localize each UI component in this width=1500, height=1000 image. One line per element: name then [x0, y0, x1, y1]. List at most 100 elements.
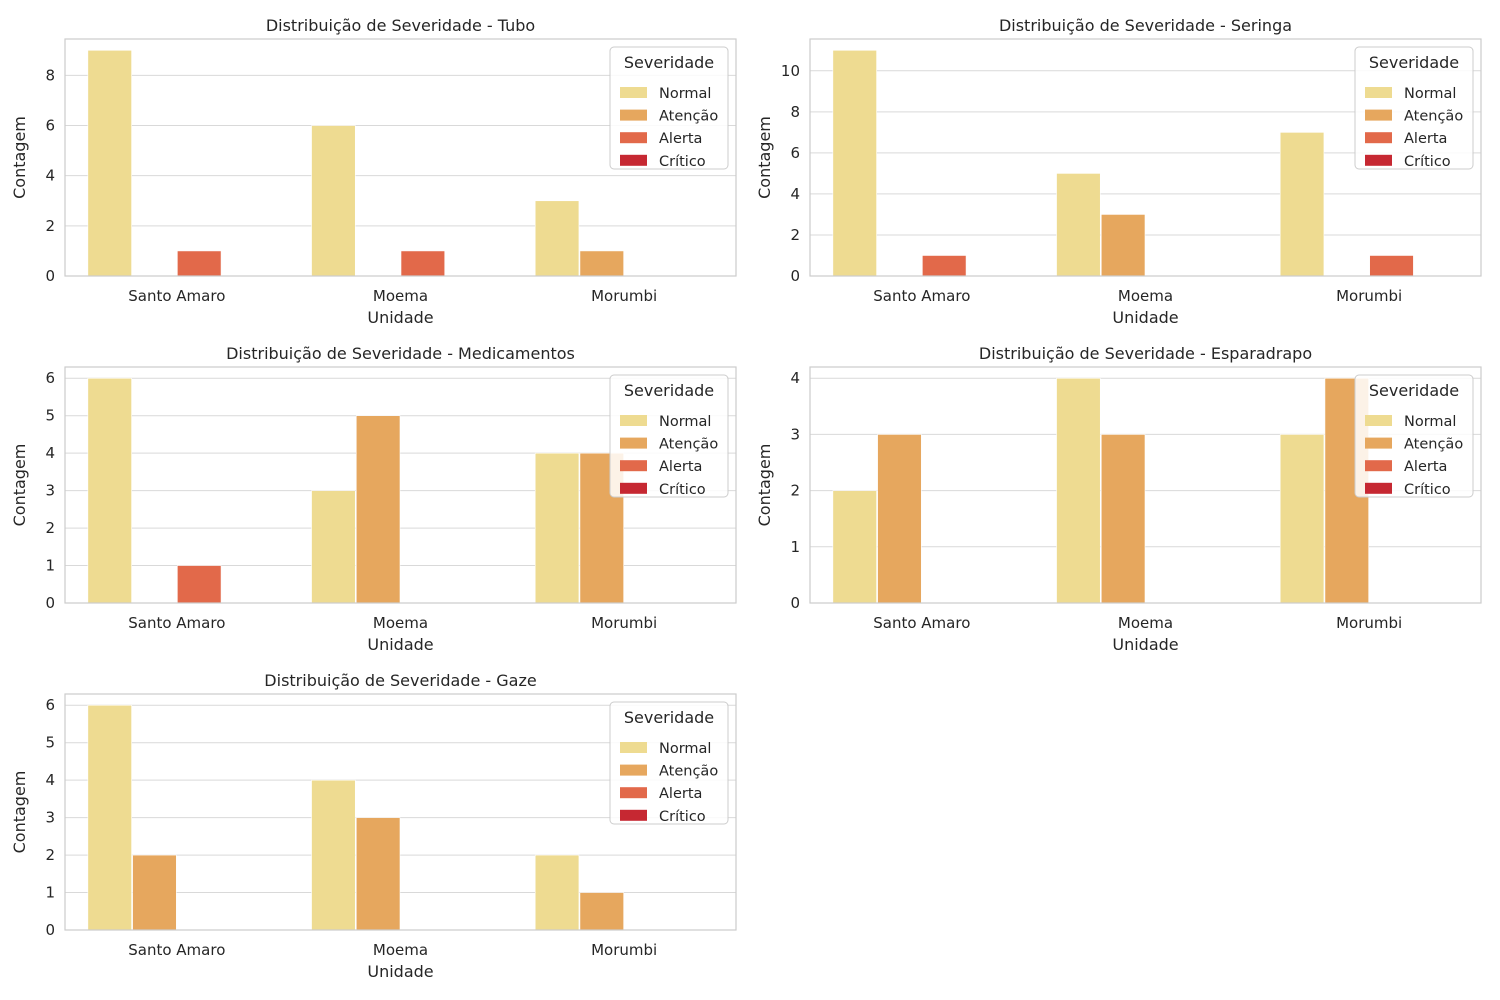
- y-tick-label: 1: [45, 884, 55, 902]
- x-tick-label: Moema: [373, 941, 428, 959]
- y-tick-label: 4: [790, 369, 800, 387]
- y-axis-label: Contagem: [10, 444, 29, 527]
- plot-frame: [64, 38, 737, 277]
- x-axis-label: Unidade: [367, 962, 433, 981]
- bar-atencao-1: [355, 817, 401, 931]
- y-tick-label: 6: [45, 369, 55, 387]
- bar-atencao-0: [132, 854, 177, 931]
- y-tick-label: 0: [45, 594, 55, 612]
- bar-normal-2: [534, 452, 580, 604]
- chart-title: Distribuição de Severidade - Esparadrapo: [979, 344, 1312, 363]
- chart-title: Distribuição de Severidade - Seringa: [999, 16, 1292, 35]
- legend: Severidade Normal Atenção Alerta Crítico: [609, 46, 729, 170]
- y-tick-label: 6: [45, 696, 55, 714]
- y-tick-label: 8: [790, 103, 800, 121]
- x-tick-label: Moema: [373, 614, 428, 632]
- x-tick-label: Santo Amaro: [128, 941, 225, 959]
- x-tick-label: Santo Amaro: [873, 614, 970, 632]
- x-axis-label: Unidade: [367, 635, 433, 654]
- x-tick-label: Morumbi: [591, 941, 657, 959]
- x-axis-label: Unidade: [1112, 635, 1178, 654]
- y-tick-label: 4: [45, 167, 55, 185]
- plot-frame: [809, 38, 1482, 277]
- x-tick-label: Morumbi: [591, 614, 657, 632]
- y-axis-label: Contagem: [755, 116, 774, 199]
- legend-item-label: Normal: [659, 741, 711, 757]
- legend-item-label: Normal: [1404, 86, 1456, 102]
- legend-swatch: [620, 154, 647, 166]
- legend: Severidade Normal Atenção Alerta Crítico: [609, 374, 729, 498]
- legend-item-label: Normal: [659, 86, 711, 102]
- legend-item-label: Alerta: [1404, 459, 1447, 475]
- y-tick-label: 3: [45, 482, 55, 500]
- y-tick-label: 2: [790, 226, 800, 244]
- bar-normal-1: [311, 125, 356, 277]
- legend-item-label: Normal: [659, 414, 711, 430]
- chart-panel-4: 0 1 2 3 4 Santo Amaro Moema Morumbi Distribuição…: [755, 344, 1482, 654]
- legend-swatch: [620, 437, 647, 449]
- chart-panel-1: 0 2 4 6 8 Santo Amaro Moema Morumbi Distribuição…: [10, 16, 737, 327]
- y-tick-label: 3: [45, 809, 55, 827]
- x-tick-label: Santo Amaro: [873, 287, 970, 305]
- legend-item-label: Normal: [1404, 414, 1456, 430]
- legend-item-label: Alerta: [1404, 131, 1447, 147]
- y-tick-label: 4: [45, 771, 55, 789]
- legend-swatch: [620, 809, 647, 821]
- legend-item-label: Crítico: [659, 809, 706, 825]
- legend-item-label: Atenção: [659, 109, 718, 125]
- x-tick-label: Santo Amaro: [128, 287, 225, 305]
- x-tick-label: Moema: [373, 287, 428, 305]
- y-tick-label: 10: [781, 62, 800, 80]
- legend-item-label: Atenção: [659, 764, 718, 780]
- legend-item-label: Crítico: [659, 482, 706, 498]
- legend: Severidade Normal Atenção Alerta Crítico: [1354, 374, 1474, 498]
- bar-normal-2: [534, 854, 580, 931]
- legend-swatch: [620, 132, 647, 144]
- plot-frame: [64, 693, 737, 931]
- chart-panel-5: 0 1 2 3 4 5 6 Santo Amaro Moema Morumbi Distribuiç…: [10, 671, 737, 981]
- legend: Severidade Normal Atenção Alerta Crítico: [1354, 46, 1474, 170]
- chart-panel-2: 0 2 4 6 8 10 Santo Amaro Moema Morumbi Distribuiç…: [755, 16, 1482, 327]
- legend-swatch: [620, 482, 647, 494]
- y-tick-label: 0: [45, 921, 55, 939]
- bar-normal-0: [87, 49, 132, 277]
- bar-normal-1: [1056, 173, 1101, 277]
- y-tick-label: 2: [790, 482, 800, 500]
- bar-atencao-0: [877, 434, 922, 604]
- legend-swatch: [620, 415, 647, 426]
- y-tick-label: 4: [45, 444, 55, 462]
- bar-alerta-0: [177, 250, 222, 277]
- legend-item-label: Atenção: [1404, 437, 1463, 453]
- bar-normal-0: [87, 377, 132, 604]
- x-tick-label: Morumbi: [591, 287, 657, 305]
- legend-title: Severidade: [624, 53, 714, 72]
- y-tick-label: 6: [790, 144, 800, 162]
- bar-alerta-2: [1369, 255, 1414, 277]
- legend-swatch: [620, 109, 647, 121]
- x-axis-label: Unidade: [1112, 308, 1178, 327]
- y-tick-label: 3: [790, 425, 800, 443]
- legend-swatch: [620, 460, 647, 472]
- legend-swatch: [1365, 460, 1392, 472]
- legend-title: Severidade: [1369, 381, 1459, 400]
- legend-swatch: [1365, 437, 1392, 449]
- bar-atencao-1: [1100, 434, 1146, 604]
- bar-normal-0: [832, 490, 877, 604]
- bar-atencao-1: [355, 415, 401, 604]
- bar-atencao-2: [579, 892, 624, 931]
- y-tick-label: 6: [45, 117, 55, 135]
- chart-title: Distribuição de Severidade - Gaze: [264, 671, 536, 690]
- chart-title: Distribuição de Severidade - Tubo: [266, 16, 535, 35]
- y-tick-label: 1: [45, 557, 55, 575]
- legend-item-label: Crítico: [1404, 482, 1451, 498]
- x-tick-label: Moema: [1118, 287, 1173, 305]
- y-tick-label: 4: [790, 185, 800, 203]
- y-tick-label: 0: [45, 267, 55, 285]
- plot-frame: [809, 366, 1482, 604]
- y-tick-label: 5: [45, 407, 55, 425]
- legend-swatch: [620, 764, 647, 776]
- chart-title: Distribuição de Severidade - Medicamento…: [226, 344, 575, 363]
- bar-alerta-0: [922, 255, 967, 277]
- bar-alerta-0: [177, 565, 222, 604]
- bar-normal-0: [832, 49, 877, 277]
